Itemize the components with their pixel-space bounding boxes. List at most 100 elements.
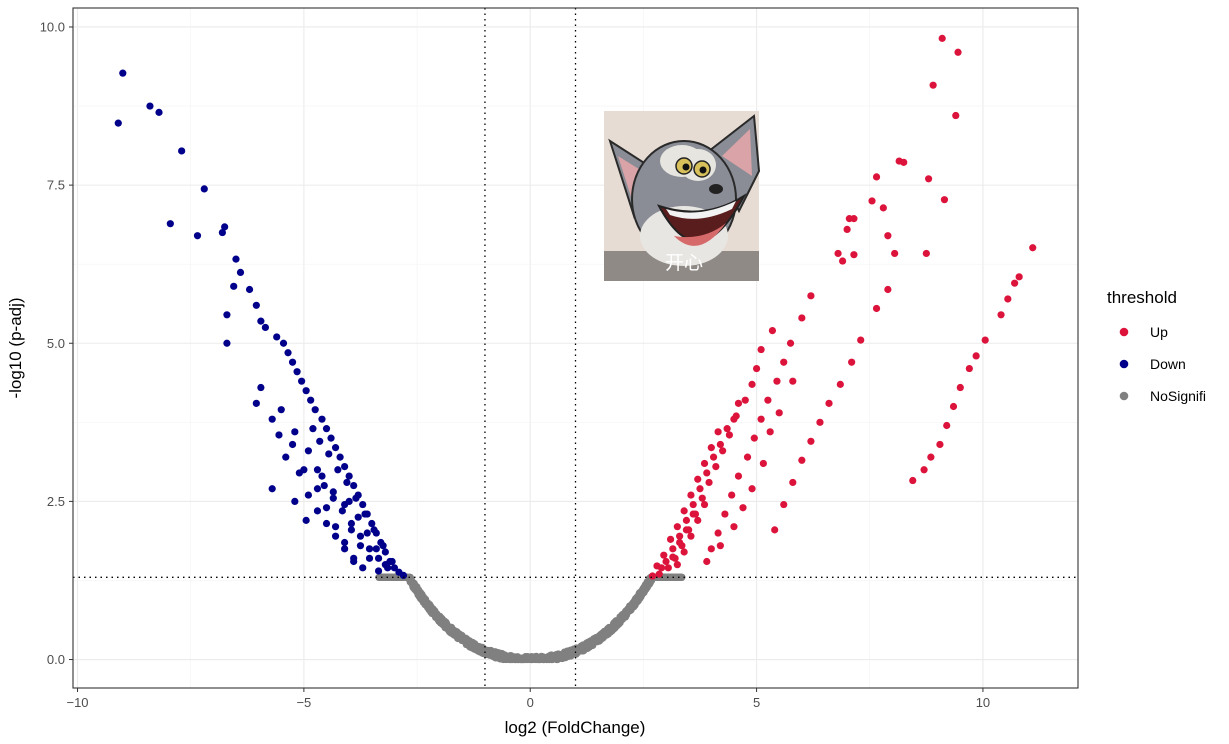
point-down <box>221 223 229 231</box>
point-down <box>399 571 408 580</box>
point-up <box>764 396 772 404</box>
point-nosignifi <box>615 620 623 628</box>
point-up <box>1004 295 1012 303</box>
point-up <box>766 428 774 436</box>
point-down <box>370 526 378 534</box>
point-up <box>707 545 715 553</box>
point-nosignifi <box>486 646 494 655</box>
point-down <box>275 431 283 439</box>
point-up <box>653 562 661 570</box>
point-up <box>891 249 899 258</box>
point-down <box>334 466 342 474</box>
point-down <box>268 415 276 423</box>
point-down <box>338 507 346 515</box>
point-down <box>365 554 374 562</box>
point-down <box>329 494 337 502</box>
point-up <box>972 352 980 360</box>
point-down <box>257 383 265 392</box>
point-up <box>739 504 747 512</box>
point-up <box>662 557 670 566</box>
point-down <box>381 561 389 569</box>
point-nosignifi <box>564 648 572 656</box>
point-up <box>655 570 663 578</box>
point-down <box>284 349 292 357</box>
point-up <box>730 415 738 423</box>
point-up <box>872 173 881 181</box>
point-up <box>712 463 720 471</box>
point-up <box>669 545 677 553</box>
point-up <box>648 572 657 580</box>
point-nosignifi <box>603 626 611 634</box>
point-nosignifi <box>413 583 421 591</box>
point-up <box>925 175 933 183</box>
point-nosignifi <box>458 636 466 644</box>
point-down <box>354 513 362 521</box>
point-down <box>307 396 315 404</box>
y-axis-title: -log10 (p-adj) <box>6 297 25 398</box>
point-up <box>850 251 858 259</box>
point-up <box>798 456 806 464</box>
point-down <box>318 415 326 423</box>
point-up <box>884 285 892 294</box>
x-tick-label: 0 <box>527 695 534 710</box>
point-up <box>750 434 758 442</box>
legend-swatch-nosignifi <box>1119 391 1129 401</box>
point-up <box>834 249 842 258</box>
point-up <box>660 551 668 559</box>
cartoon-cat-image: 开心 <box>604 111 761 281</box>
x-tick-label: 5 <box>753 695 760 710</box>
point-up <box>687 491 695 499</box>
point-nosignifi <box>423 599 431 607</box>
point-down <box>336 453 344 461</box>
point-up <box>938 34 946 42</box>
point-up <box>956 383 964 392</box>
point-nosignifi <box>431 611 439 619</box>
legend-label-nosignifi: NoSignifi <box>1150 388 1206 404</box>
point-up <box>848 358 856 366</box>
y-tick-label: 10.0 <box>40 19 65 34</box>
point-up <box>714 428 722 436</box>
point-up <box>807 437 815 445</box>
point-down <box>363 529 371 537</box>
point-up <box>789 478 797 487</box>
point-down <box>146 102 154 110</box>
point-down <box>252 301 260 309</box>
point-down <box>356 532 365 540</box>
point-nosignifi <box>665 573 673 581</box>
point-up <box>807 292 815 300</box>
point-down <box>379 542 387 550</box>
point-nosignifi <box>535 655 543 663</box>
point-nosignifi <box>448 628 456 636</box>
point-up <box>850 215 858 223</box>
point-up <box>786 339 795 347</box>
point-down <box>309 425 317 433</box>
point-nosignifi <box>499 654 507 662</box>
point-up <box>705 478 713 487</box>
point-up <box>940 196 949 204</box>
point-up <box>872 304 881 313</box>
image-caption: 开心 <box>665 252 703 274</box>
point-nosignifi <box>628 601 636 609</box>
point-up <box>1015 273 1023 281</box>
point-down <box>374 554 383 562</box>
x-tick-label: −5 <box>296 695 311 710</box>
point-up <box>734 472 743 480</box>
point-up <box>789 377 797 385</box>
point-down <box>350 481 358 490</box>
point-nosignifi <box>477 646 485 654</box>
point-up <box>997 311 1005 319</box>
point-nosignifi <box>546 652 554 660</box>
point-down <box>268 485 276 493</box>
legend-label-up: Up <box>1150 324 1168 340</box>
legend-title: threshold <box>1107 288 1177 307</box>
point-up <box>922 249 930 258</box>
point-down <box>350 557 358 566</box>
point-down <box>291 428 299 436</box>
point-down <box>302 516 310 524</box>
point-nosignifi <box>578 642 586 650</box>
point-up <box>707 444 715 452</box>
point-up <box>716 542 724 550</box>
point-nosignifi <box>589 637 597 645</box>
point-down <box>288 440 297 449</box>
